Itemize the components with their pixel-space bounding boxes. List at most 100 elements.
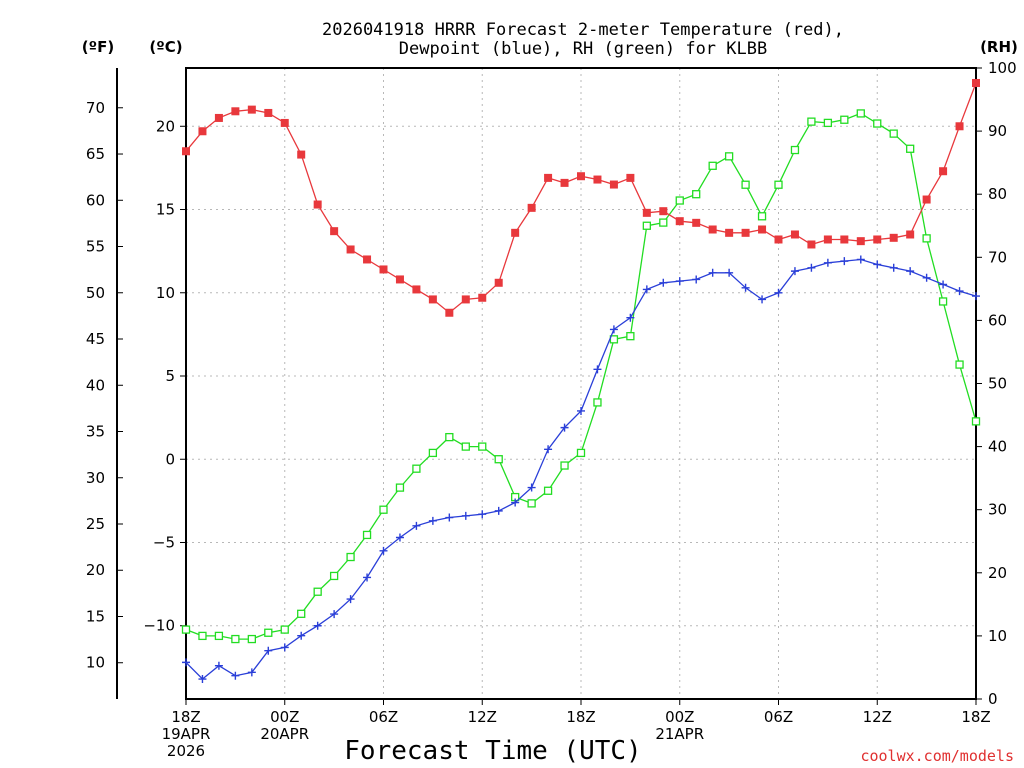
2-meter-temperature-point: [823, 235, 832, 244]
dewpoint-point: [395, 533, 404, 542]
dewpoint-point: [609, 325, 618, 334]
rh-point: [362, 530, 372, 540]
2-meter-temperature-point: [313, 200, 322, 209]
rh-axis-ticks: 0 10 20 30 40 50 60 70 80 90 100: [976, 59, 1017, 708]
dewpoint-point: [758, 295, 767, 304]
rh-tick-label: 20: [988, 564, 1007, 582]
dewpoint-point: [214, 661, 223, 670]
2-meter-temperature-point: [560, 178, 569, 187]
2-meter-temperature-point: [840, 235, 849, 244]
fahrenheit-tick-label: 10: [86, 654, 105, 672]
rh-point: [823, 118, 833, 128]
time-tick-label: 12Z: [863, 708, 892, 726]
celsius-tick-label: −5: [153, 533, 175, 551]
dewpoint-point: [445, 513, 454, 522]
dewpoint-point: [461, 511, 470, 520]
rh-point: [971, 417, 981, 426]
dewpoint-point: [577, 406, 585, 415]
rh-point: [708, 161, 717, 170]
dewpoint-point: [593, 365, 602, 374]
rh-point: [757, 212, 767, 221]
fahrenheit-tick-label: 45: [86, 330, 105, 348]
rh-tick-label: 10: [988, 627, 1007, 645]
dewpoint-point: [692, 275, 701, 284]
2-meter-temperature-point: [758, 225, 767, 234]
dewpoint-point: [939, 280, 948, 289]
rh-tick-label: 80: [988, 185, 1007, 203]
rh-point: [873, 119, 882, 128]
2-meter-temperature-point: [774, 235, 783, 244]
dewpoint-point: [659, 278, 668, 287]
rh-point: [461, 442, 470, 451]
fahrenheit-tick-label: 50: [86, 284, 105, 302]
rh-point: [774, 180, 783, 189]
dewpoint-point: [280, 643, 289, 652]
dewpoint-point: [790, 267, 799, 276]
2-meter-temperature-point: [395, 275, 404, 284]
fahrenheit-tick-label: 70: [86, 99, 105, 117]
2-meter-temperature-point: [708, 225, 717, 234]
rh-point: [906, 144, 915, 153]
rh-point: [576, 448, 586, 458]
dewpoint-point: [297, 631, 306, 640]
2-meter-temperature-point: [264, 108, 273, 117]
rh-point: [807, 117, 816, 126]
dewpoint-point: [511, 498, 520, 507]
rh-point: [741, 180, 750, 189]
time-tick-label: 19APR: [162, 725, 211, 743]
series-layer: [181, 78, 981, 684]
fahrenheit-axis-ticks: 10 15 20 25 30 35 40 45 50 55 60 65 70: [86, 99, 123, 672]
rh-point: [675, 196, 684, 205]
fahrenheit-unit-label: (ºF): [82, 38, 114, 56]
2-meter-temperature-point: [198, 127, 207, 136]
dewpoint-point: [708, 268, 717, 277]
dewpoint-point: [527, 483, 536, 492]
rh-point: [198, 631, 207, 641]
chart-title-line-1: 2026041918 HRRR Forecast 2-meter Tempera…: [322, 20, 844, 40]
fahrenheit-tick-label: 65: [86, 145, 105, 163]
rh-point: [922, 234, 931, 243]
dewpoint-point: [330, 610, 339, 619]
dewpoint-point: [889, 263, 898, 272]
dewpoint-point: [198, 675, 207, 684]
dewpoint-point: [642, 285, 651, 294]
rh-tick-label: 50: [988, 375, 1007, 393]
fahrenheit-tick-label: 60: [86, 191, 105, 209]
dewpoint-point: [247, 668, 256, 677]
celsius-tick-label: 20: [156, 117, 175, 135]
2-meter-temperature-point: [939, 167, 948, 176]
rh-point: [543, 486, 553, 495]
2-meter-temperature-point: [856, 237, 865, 246]
rh-point: [346, 552, 355, 562]
2-meter-temperature-point: [379, 265, 388, 274]
fahrenheit-tick-label: 30: [86, 469, 105, 487]
celsius-tick-label: 5: [165, 367, 175, 385]
time-tick-label: 00Z: [270, 708, 299, 726]
2-meter-temperature-point: [593, 175, 602, 184]
time-tick-label: 06Z: [369, 708, 398, 726]
dewpoint-point: [560, 423, 569, 432]
fahrenheit-tick-label: 40: [86, 376, 105, 394]
rh-point: [692, 190, 701, 199]
fahrenheit-tick-label: 25: [86, 515, 105, 533]
time-tick-label: 21APR: [655, 725, 704, 743]
rh-point: [478, 442, 487, 451]
rh-point: [313, 587, 322, 596]
rh-point: [247, 634, 256, 644]
rh-point: [445, 432, 454, 442]
rh-point: [955, 360, 964, 369]
2-meter-temperature-point: [972, 78, 980, 87]
2-meter-temperature-point: [478, 293, 487, 302]
rh-point: [938, 297, 948, 306]
dewpoint-point: [823, 258, 832, 267]
2-meter-temperature-point: [577, 172, 585, 181]
dewpoint-point: [774, 288, 783, 297]
2-meter-temperature-point: [889, 233, 898, 242]
rh-point: [626, 332, 635, 341]
2-meter-temperature-point: [182, 147, 190, 156]
time-tick-label: 18Z: [961, 708, 990, 726]
celsius-tick-label: −10: [143, 617, 175, 635]
2-meter-temperature-point: [725, 228, 734, 237]
dewpoint-point: [807, 263, 816, 272]
